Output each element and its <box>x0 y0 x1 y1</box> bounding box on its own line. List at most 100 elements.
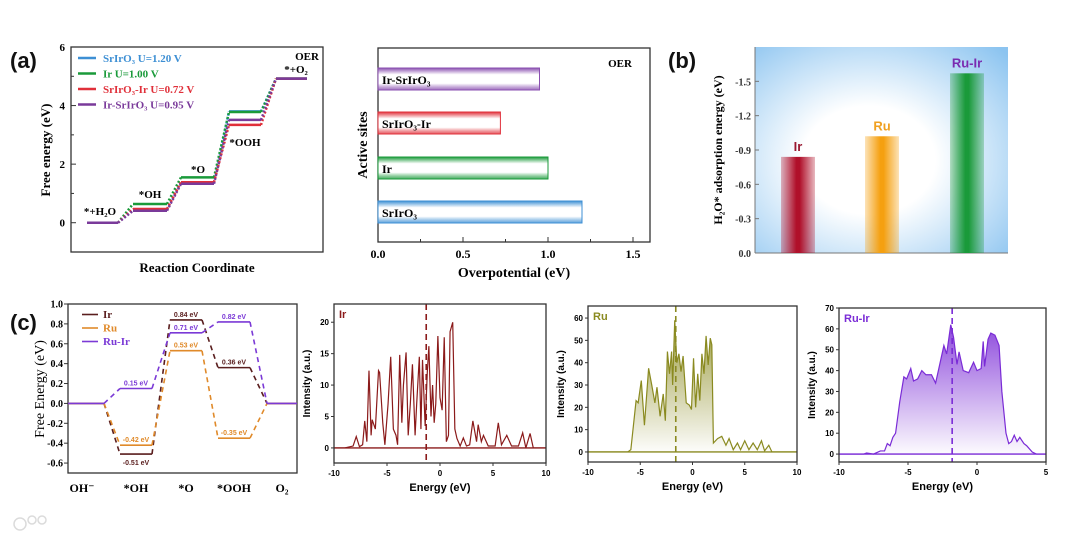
energy-value-label: 0.71 eV <box>174 325 198 332</box>
x-tick-label: 5 <box>491 469 496 478</box>
step-label: *+O₂ <box>284 64 308 76</box>
y-tick-label: -0.2 <box>47 419 63 430</box>
step-label: O₂ <box>276 481 289 495</box>
bar <box>377 156 549 180</box>
panel-label-b: (b) <box>668 48 696 73</box>
dos-panel-title: Ru-Ir <box>844 313 870 325</box>
dos-fill <box>839 324 1046 455</box>
energy-value-label: 0.53 eV <box>174 343 198 350</box>
panel-overpotential-plot-area <box>377 47 651 243</box>
legend-label: SrIrO₃ U=1.20 V <box>103 53 182 65</box>
step-label: *O <box>178 481 193 495</box>
y-tick-label: 6 <box>60 42 66 54</box>
legend-label: Ir-SrIrO₃ U=0.95 V <box>103 100 194 112</box>
dos-curve <box>334 322 546 449</box>
y-tick-label: 30 <box>574 381 583 390</box>
y-tick-label: 4 <box>60 101 66 113</box>
y-tick-label: 10 <box>574 426 583 435</box>
energy-value-label: 0.82 eV <box>222 314 246 321</box>
x-tick-label: 0 <box>975 468 980 477</box>
energy-value-label: 0.15 eV <box>124 381 148 388</box>
y-tick-label: 50 <box>574 336 583 345</box>
x-tick-label: -10 <box>582 468 594 477</box>
connector-line <box>151 332 171 389</box>
bar-label: Ir <box>794 139 803 154</box>
connector-line <box>103 403 121 455</box>
y-tick-label: 60 <box>825 325 834 334</box>
x-axis-label: Energy (eV) <box>409 482 470 494</box>
x-axis-label: Energy (eV) <box>662 481 723 493</box>
dos-curve <box>588 320 797 453</box>
x-tick-label: 5 <box>743 468 748 477</box>
connector-line <box>259 78 278 126</box>
y-tick-label: 40 <box>574 359 583 368</box>
y-tick-label: 10 <box>825 429 834 438</box>
y-tick-label: -0.9 <box>735 146 751 157</box>
connector-line <box>249 367 268 404</box>
y-tick-label: 0.0 <box>739 249 752 260</box>
y-tick-label: -1.5 <box>735 77 751 88</box>
y-axis-label: Free energy (eV) <box>38 104 53 197</box>
legend-label: Ru-Ir <box>103 336 130 348</box>
legend-label: Ir U=1.00 V <box>103 69 159 81</box>
x-tick-label: 5 <box>1044 468 1049 477</box>
bar <box>781 156 815 253</box>
y-axis-label: H₂O* adsorption energy (eV) <box>711 75 725 224</box>
connector-line <box>165 183 183 212</box>
y-tick-label: -1.2 <box>735 112 751 123</box>
y-tick-label: -0.6 <box>735 180 751 191</box>
step-label: OH⁻ <box>69 481 94 495</box>
step-label: *+H₂O <box>84 206 117 218</box>
x-tick-label: 1.0 <box>541 247 556 261</box>
y-axis-label: Intensity (a.u.) <box>556 350 567 418</box>
x-axis-label: Reaction Coordinate <box>139 260 254 275</box>
y-tick-label: 70 <box>825 304 834 313</box>
y-axis-label: Free Energy (eV) <box>33 340 48 438</box>
panel-label-a: (a) <box>10 48 37 73</box>
bar-label: Ru-Ir <box>952 55 982 70</box>
x-tick-label: 0 <box>438 469 443 478</box>
x-tick-label: -5 <box>904 468 912 477</box>
step-label: *OOH <box>217 481 252 495</box>
y-tick-label: 20 <box>825 408 834 417</box>
y-tick-label: 5 <box>325 412 330 421</box>
y-tick-label: 0 <box>579 448 584 457</box>
y-tick-label: 0.4 <box>51 359 64 370</box>
y-tick-label: 0.2 <box>51 379 64 390</box>
connector-line <box>117 203 134 224</box>
step-label: *O <box>191 164 206 176</box>
connector-line <box>151 350 171 446</box>
y-tick-label: 20 <box>320 318 329 327</box>
y-tick-label: 0 <box>830 450 835 459</box>
x-tick-label: 0.5 <box>456 247 471 261</box>
x-axis-label: Overpotential (eV) <box>458 266 571 281</box>
energy-value-label: -0.42 eV <box>123 437 150 444</box>
annotation-oer: OER <box>608 58 633 70</box>
connector-line <box>165 181 183 210</box>
step-label: *OH <box>124 481 149 495</box>
x-tick-label: 10 <box>793 468 802 477</box>
y-tick-label: 0 <box>60 218 66 230</box>
legend-label: Ir <box>103 309 112 321</box>
bar <box>950 73 984 253</box>
y-tick-label: 0.0 <box>51 399 64 410</box>
bar-label: Ir-SrIrO₃ <box>382 73 431 87</box>
bar-label: SrIrO₃ <box>382 206 417 220</box>
panel-label-c: (c) <box>10 310 37 335</box>
y-tick-label: 50 <box>825 346 834 355</box>
y-axis-label: Intensity (a.u.) <box>807 351 818 419</box>
connector-line <box>201 350 219 439</box>
x-tick-label: -5 <box>383 469 391 478</box>
annotation-oer: OER <box>295 51 320 63</box>
x-tick-label: -10 <box>833 468 845 477</box>
watermark-logo <box>13 515 47 531</box>
x-tick-label: 0 <box>690 468 695 477</box>
energy-value-label: -0.35 eV <box>221 430 248 437</box>
x-axis-label: Energy (eV) <box>912 481 973 493</box>
connector-line <box>103 403 121 446</box>
legend-label: SrIrO₃-Ir U=0.72 V <box>103 84 194 96</box>
y-tick-label: -0.6 <box>47 459 63 470</box>
bar-label: Ru <box>873 118 890 133</box>
dos-curve <box>839 324 1046 455</box>
